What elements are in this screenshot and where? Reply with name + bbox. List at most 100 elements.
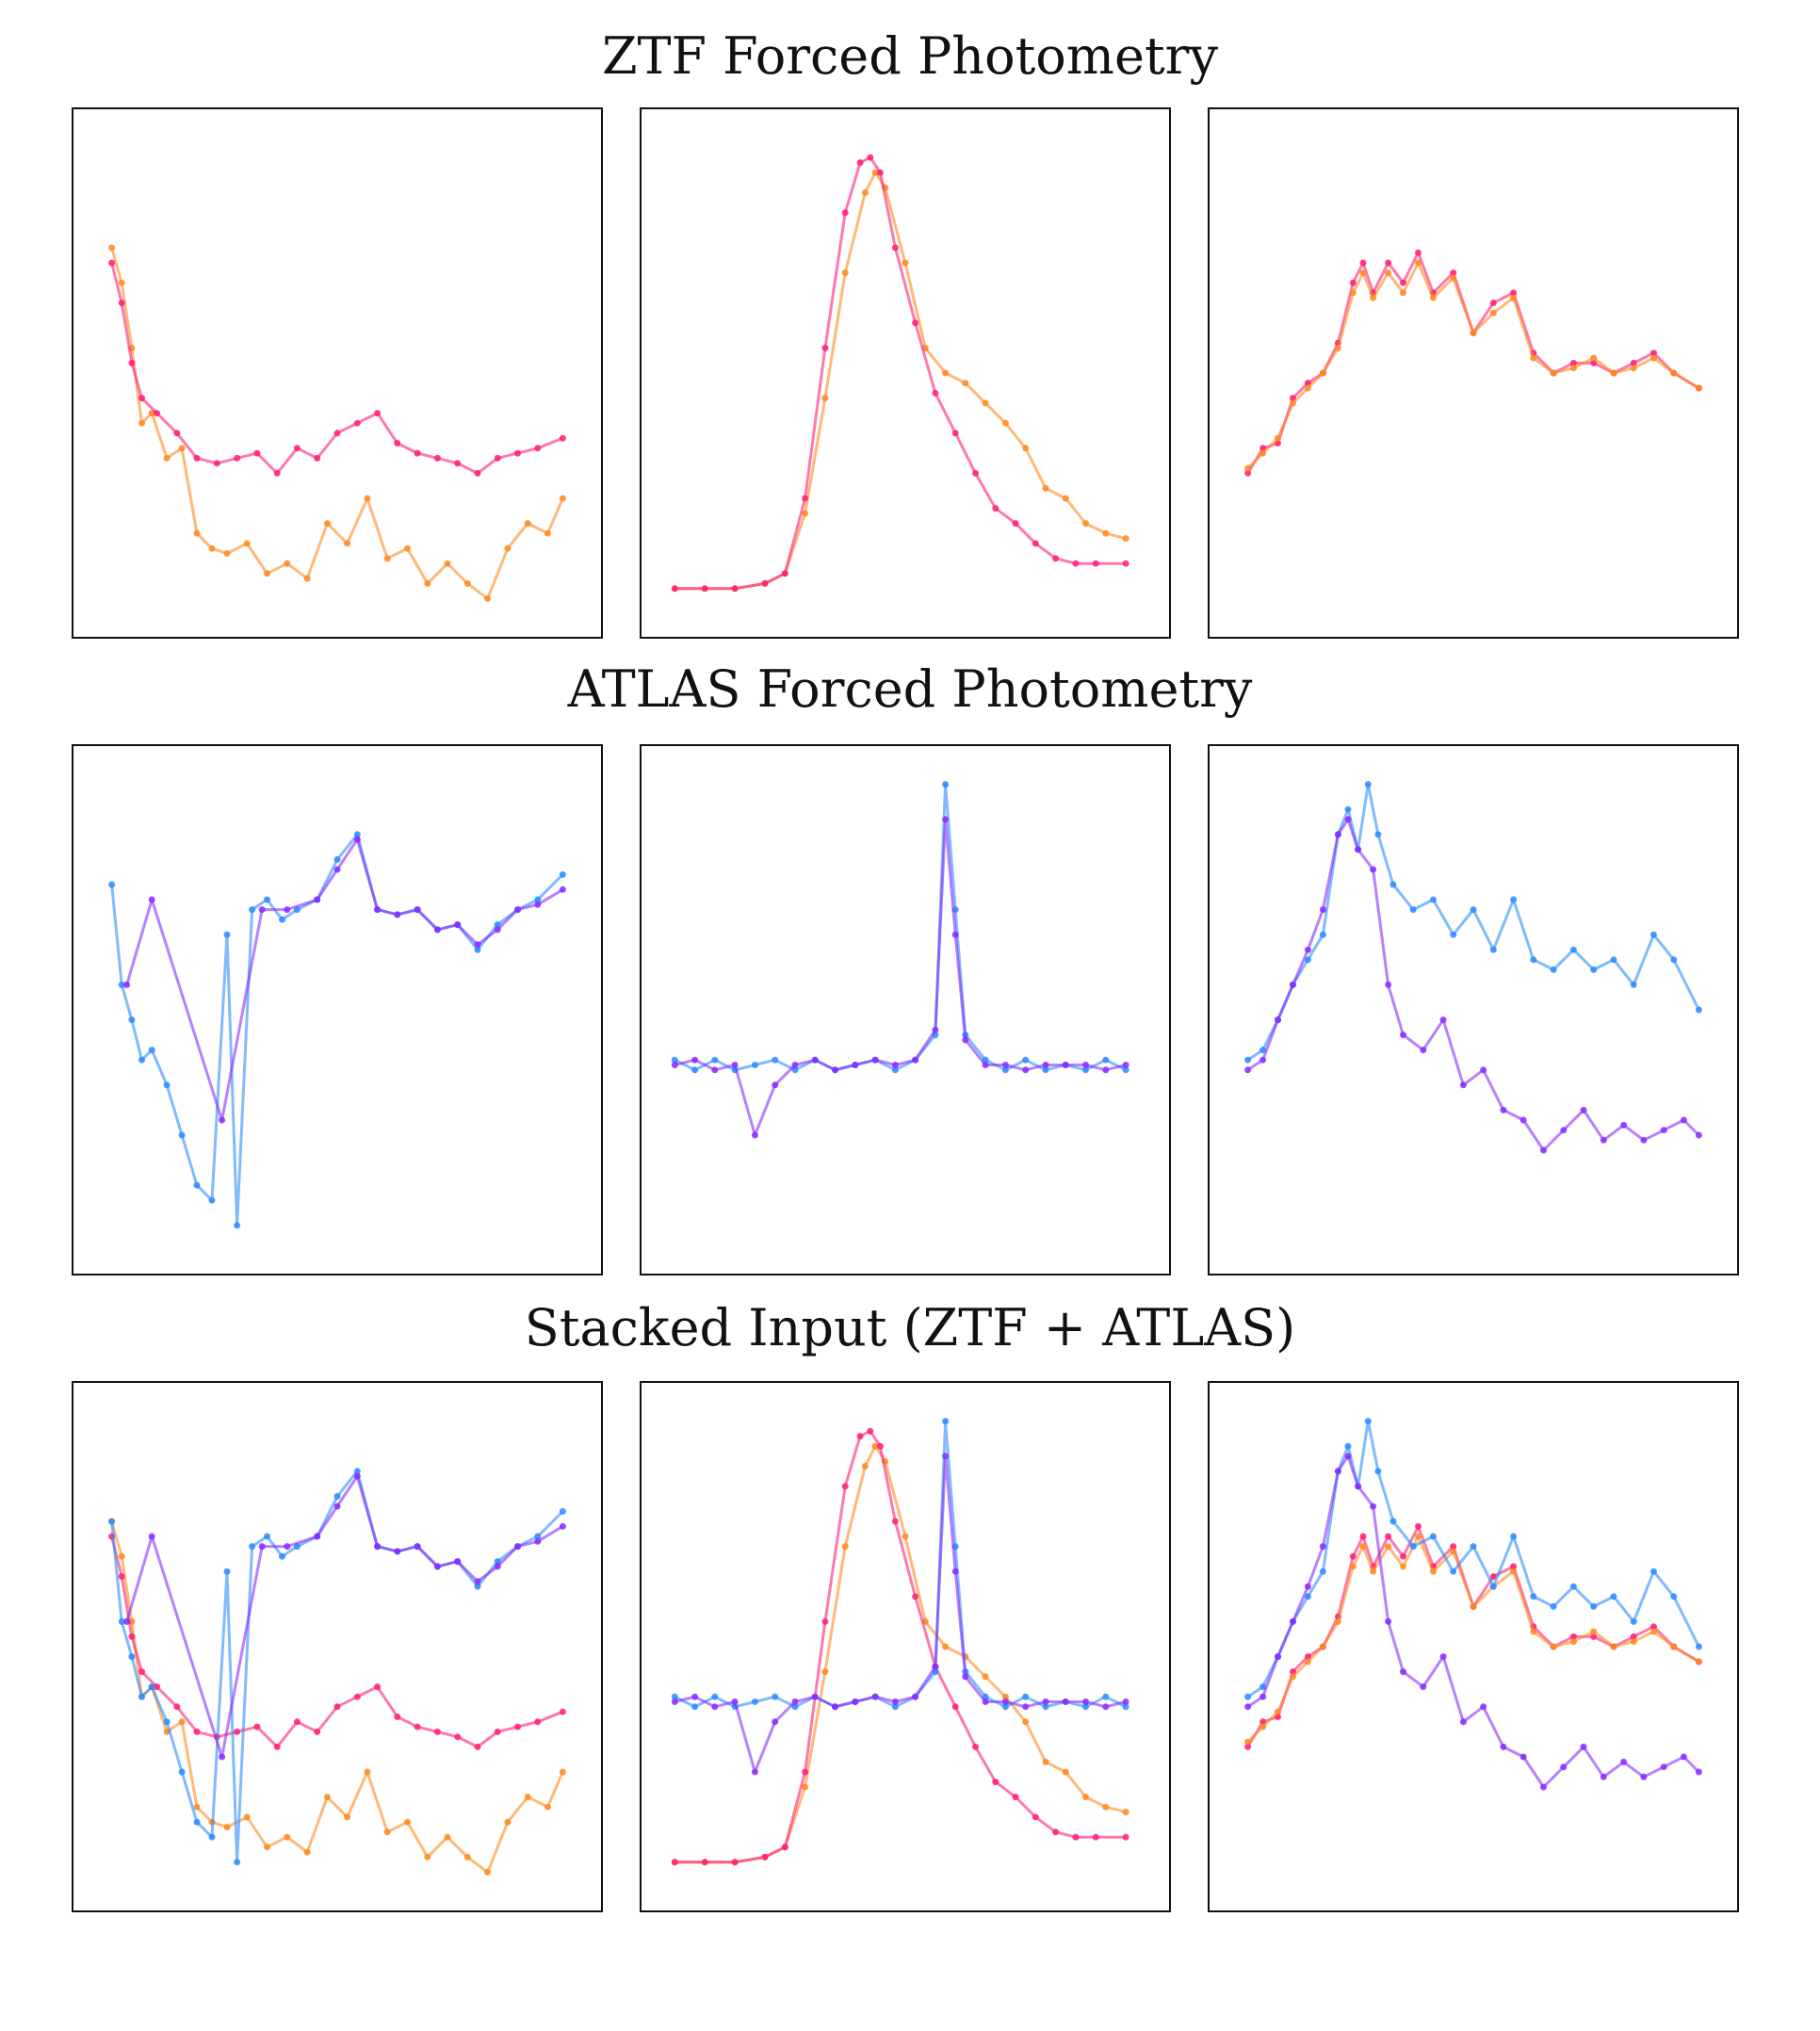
atlas-1-atlas_c-point-12 <box>264 896 270 903</box>
atlas-3-atlas_o-point-21 <box>1600 1136 1607 1144</box>
atlas-3-atlas_c-point-24 <box>1650 1568 1657 1575</box>
ztf-2-ztf_g-point-22 <box>1122 1833 1129 1841</box>
atlas-3-atlas_o-point-26 <box>1695 1131 1702 1139</box>
ztf-2-ztf_r-point-5 <box>802 510 809 517</box>
ztf-1-ztf_r-point-14 <box>323 1794 331 1801</box>
ztf-1-series-ztf_r-line <box>110 247 564 600</box>
ztf-1-ztf_g-point-2 <box>128 1633 136 1640</box>
ztf-2-ztf_g-point-4 <box>781 1844 788 1851</box>
atlas-2-atlas_c-point-5 <box>772 1056 779 1064</box>
atlas-2-atlas_c-point-19 <box>1022 1693 1030 1700</box>
ztf-2-ztf_g-point-22 <box>1122 560 1129 567</box>
atlas-3-atlas_o-point-23 <box>1640 1773 1648 1780</box>
stacked-panel-1 <box>72 1381 603 1912</box>
atlas-2-atlas_c-point-4 <box>751 1698 758 1705</box>
atlas-3-atlas_o-point-2 <box>1275 1653 1281 1661</box>
atlas-3-atlas_c-point-13 <box>1429 896 1437 903</box>
atlas-3-atlas_c-point-26 <box>1695 1643 1702 1650</box>
atlas-3-atlas_c-point-0 <box>1244 1693 1252 1700</box>
ztf-2-ztf_g-point-1 <box>701 1859 708 1866</box>
ztf-3-ztf_r-point-2 <box>1275 434 1281 442</box>
atlas-1-atlas_o-point-9 <box>394 911 401 918</box>
atlas-2-atlas_o-point-3 <box>731 1062 739 1068</box>
ztf-1-ztf_g-point-4 <box>154 1683 160 1691</box>
ztf-3-ztf_r-point-18 <box>1530 354 1537 362</box>
atlas-1-atlas_c-point-27 <box>559 870 566 878</box>
ztf-1-ztf_g-point-17 <box>414 1723 421 1730</box>
ztf-title: ZTF Forced Photometry <box>602 26 1218 86</box>
atlas-1-atlas_c-point-1 <box>118 981 125 988</box>
ztf-3-ztf_r-point-24 <box>1650 354 1657 362</box>
ztf-2-ztf_g-point-3 <box>761 579 769 587</box>
atlas-3-atlas_c-point-12 <box>1409 906 1417 914</box>
ztf-2-ztf_g-point-0 <box>671 1859 678 1866</box>
atlas-title: ATLAS Forced Photometry <box>567 659 1253 719</box>
atlas-2-atlas_o-point-10 <box>871 1693 879 1700</box>
atlas-3-atlas_o-point-8 <box>1355 1483 1362 1490</box>
atlas-3-atlas_o-point-18 <box>1540 1146 1547 1154</box>
atlas-2-atlas_o-point-4 <box>751 1131 758 1139</box>
ztf-1-ztf_g-point-9 <box>253 449 261 457</box>
ztf-3-ztf_r-point-4 <box>1304 384 1311 392</box>
ztf-1-ztf_g-point-8 <box>234 1728 241 1735</box>
ztf-3-ztf_g-point-21 <box>1590 1633 1598 1640</box>
atlas-3-atlas_o-point-13 <box>1439 1016 1447 1024</box>
atlas-1-atlas_c-point-0 <box>108 1518 116 1525</box>
ztf-1-ztf_g-point-19 <box>454 1733 462 1741</box>
atlas-3-atlas_o-point-15 <box>1480 1066 1487 1074</box>
atlas-3-atlas_o-point-4 <box>1304 946 1311 953</box>
atlas-3-atlas_o-point-0 <box>1244 1066 1252 1074</box>
ztf-1-ztf_r-point-7 <box>193 1803 201 1811</box>
ztf-1-ztf_r-point-10 <box>243 540 251 547</box>
atlas-1-atlas_c-point-11 <box>249 906 256 914</box>
ztf-1-ztf_r-point-15 <box>344 1813 351 1821</box>
ztf-1-ztf_r-point-24 <box>524 520 531 528</box>
ztf-1-ztf_g-point-16 <box>394 1714 401 1720</box>
ztf-1-ztf_r-point-13 <box>303 1848 311 1856</box>
atlas-panel-3 <box>1208 744 1739 1275</box>
ztf-2-ztf_g-point-16 <box>992 1779 999 1786</box>
ztf-1-ztf_g-point-22 <box>514 449 521 457</box>
ztf-1-ztf_g-point-21 <box>494 1728 501 1735</box>
ztf-3-ztf_r-point-3 <box>1290 399 1296 407</box>
atlas-2-atlas_c-point-20 <box>1042 1066 1049 1074</box>
atlas-1-series-atlas_o-line <box>125 837 564 1122</box>
ztf-3-ztf_r-point-0 <box>1244 464 1252 472</box>
ztf-3-ztf_r-point-22 <box>1610 369 1617 377</box>
atlas-3-atlas_c-point-16 <box>1489 1583 1497 1590</box>
atlas-1-atlas_o-point-5 <box>314 896 321 903</box>
ztf-1-ztf_g-point-18 <box>433 454 441 462</box>
ztf-1-ztf_r-point-0 <box>108 244 116 252</box>
atlas-2-atlas_o-point-23 <box>1102 1703 1110 1711</box>
atlas-3-atlas_c-point-14 <box>1450 931 1457 938</box>
atlas-2-atlas_o-point-2 <box>711 1703 719 1711</box>
ztf-3-ztf_g-point-11 <box>1400 279 1406 286</box>
ztf-3-ztf_r-point-13 <box>1429 294 1437 301</box>
ztf-3-ztf_r-point-2 <box>1275 1708 1281 1715</box>
ztf-1-ztf_r-point-24 <box>524 1794 531 1801</box>
ztf-3-ztf_g-point-16 <box>1489 1573 1497 1580</box>
ztf-1-ztf_g-point-23 <box>534 1718 542 1726</box>
atlas-2-atlas_o-point-3 <box>731 1698 739 1705</box>
atlas-2-series-atlas_o-line <box>674 818 1127 1137</box>
ztf-2-ztf_g-point-13 <box>932 389 939 397</box>
ztf-3-ztf_r-point-17 <box>1510 294 1518 301</box>
ztf-2-ztf_g-point-11 <box>891 244 899 252</box>
atlas-2-atlas_o-point-4 <box>751 1768 758 1776</box>
ztf-1-ztf_r-point-19 <box>424 579 431 587</box>
atlas-3-atlas_c-point-18 <box>1530 956 1537 964</box>
atlas-plot-3 <box>1244 781 1702 1154</box>
atlas-2-atlas_o-point-23 <box>1102 1066 1110 1074</box>
atlas-1-atlas_c-point-2 <box>128 1016 136 1024</box>
atlas-1-atlas_c-point-4 <box>148 1683 155 1691</box>
ztf-1-ztf_g-point-10 <box>273 1743 281 1750</box>
ztf-3-ztf_g-point-14 <box>1450 269 1457 277</box>
ztf-1-ztf_r-point-25 <box>544 529 551 537</box>
ztf-1-ztf_r-point-15 <box>344 540 351 547</box>
atlas-1-atlas_c-point-13 <box>279 1552 285 1560</box>
atlas-1-atlas_o-point-17 <box>559 1522 566 1530</box>
atlas-3-atlas_o-point-11 <box>1400 1668 1406 1676</box>
ztf-1-ztf_r-point-3 <box>138 419 145 427</box>
atlas-3-atlas_o-point-1 <box>1259 1693 1267 1700</box>
ztf-1-ztf_g-point-12 <box>314 454 321 462</box>
